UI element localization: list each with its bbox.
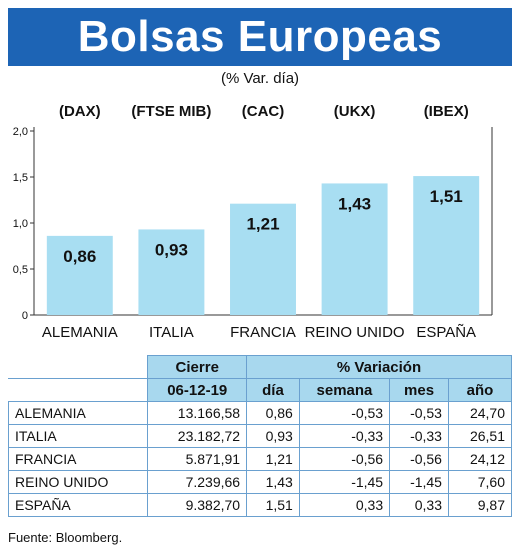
table-row: FRANCIA 5.871,91 1,21 -0,56 -0,56 24,12 <box>7 447 513 471</box>
header-mes: mes <box>389 378 449 402</box>
cell-name: ESPAÑA <box>7 493 149 517</box>
cell-semana: -0,33 <box>298 424 391 448</box>
bar <box>413 176 480 315</box>
cell-mes: -0,53 <box>389 401 449 425</box>
cell-name: FRANCIA <box>7 447 149 471</box>
y-tick-label: 2,0 <box>13 126 28 138</box>
cell-cierre: 9.382,70 <box>147 493 248 517</box>
index-label: (FTSE MIB) <box>131 103 211 120</box>
bar <box>138 229 205 315</box>
index-label: (CAC) <box>242 103 285 120</box>
data-table: Cierre % Variación 06-12-19 día semana m… <box>7 355 513 517</box>
cell-mes: -1,45 <box>389 470 449 494</box>
table-row: ITALIA 23.182,72 0,93 -0,33 -0,33 26,51 <box>7 424 513 448</box>
cell-anio: 24,12 <box>447 447 513 471</box>
cell-mes: -0,33 <box>389 424 449 448</box>
bar-chart: 0 0,5 1,0 1,5 2,0 0,86 ALEMANIA (DAX) 0,93 ITALIA… <box>13 103 493 341</box>
bar <box>230 203 296 315</box>
cell-mes: 0,33 <box>389 493 449 517</box>
table-subheader-row: 06-12-19 día semana mes año <box>7 378 513 402</box>
source-note: Fuente: Bloomberg. <box>8 530 123 545</box>
y-tick-label: 0 <box>22 310 28 322</box>
index-label: (IBEX) <box>424 103 469 120</box>
header-blank <box>7 355 149 379</box>
chart-title: Bolsas Europeas <box>77 12 443 61</box>
cell-anio: 26,51 <box>447 424 513 448</box>
cell-semana: -1,45 <box>298 470 391 494</box>
chart-subtitle: (% Var. día) <box>220 70 300 87</box>
cell-dia: 1,21 <box>246 447 300 471</box>
cell-mes: -0,56 <box>389 447 449 471</box>
header-variacion: % Variación <box>246 355 512 379</box>
data-label: 1,21 <box>246 215 279 234</box>
category-label: REINO UNIDO <box>305 324 405 341</box>
index-label: (UKX) <box>334 103 376 120</box>
cell-semana: 0,33 <box>298 493 391 517</box>
header-dia: día <box>246 378 300 402</box>
header-blank-2 <box>7 378 149 402</box>
cell-cierre: 23.182,72 <box>147 424 248 448</box>
cell-dia: 0,86 <box>246 401 300 425</box>
category-label: FRANCIA <box>230 324 296 341</box>
data-label: 0,86 <box>63 247 96 266</box>
header-anio: año <box>447 378 513 402</box>
header-cierre: Cierre <box>147 355 248 379</box>
table-row: REINO UNIDO 7.239,66 1,43 -1,45 -1,45 7,60 <box>7 470 513 494</box>
cell-semana: -0,56 <box>298 447 391 471</box>
table-header-row: Cierre % Variación <box>7 355 512 379</box>
header-semana: semana <box>298 378 391 402</box>
cell-cierre: 13.166,58 <box>147 401 248 425</box>
header-date: 06-12-19 <box>147 378 248 402</box>
cell-name: ITALIA <box>7 424 149 448</box>
table-body: ALEMANIA 13.166,58 0,86 -0,53 -0,53 24,70 ITAL… <box>7 401 513 517</box>
data-label: 0,93 <box>155 240 188 259</box>
cell-dia: 1,43 <box>246 470 300 494</box>
table-row: ALEMANIA 13.166,58 0,86 -0,53 -0,53 24,70 <box>7 401 513 425</box>
cell-anio: 9,87 <box>447 493 513 517</box>
title-banner: Bolsas Europeas <box>8 8 512 66</box>
data-label: 1,43 <box>338 194 371 213</box>
bar <box>321 183 388 315</box>
index-label: (DAX) <box>59 103 101 120</box>
category-label: ITALIA <box>149 324 194 341</box>
cell-dia: 0,93 <box>246 424 300 448</box>
cell-cierre: 5.871,91 <box>147 447 248 471</box>
cell-name: REINO UNIDO <box>7 470 149 494</box>
bar <box>46 235 113 315</box>
cell-dia: 1,51 <box>246 493 300 517</box>
table-row: ESPAÑA 9.382,70 1,51 0,33 0,33 9,87 <box>7 493 513 517</box>
category-label: ALEMANIA <box>42 324 118 341</box>
cell-cierre: 7.239,66 <box>147 470 248 494</box>
y-tick-label: 1,5 <box>13 172 28 184</box>
data-label: 1,51 <box>430 187 463 206</box>
category-label: ESPAÑA <box>416 324 476 341</box>
cell-anio: 7,60 <box>447 470 513 494</box>
y-tick-label: 0,5 <box>13 264 28 276</box>
cell-name: ALEMANIA <box>7 401 149 425</box>
cell-anio: 24,70 <box>447 401 513 425</box>
cell-semana: -0,53 <box>298 401 391 425</box>
y-tick-label: 1,0 <box>13 218 28 230</box>
